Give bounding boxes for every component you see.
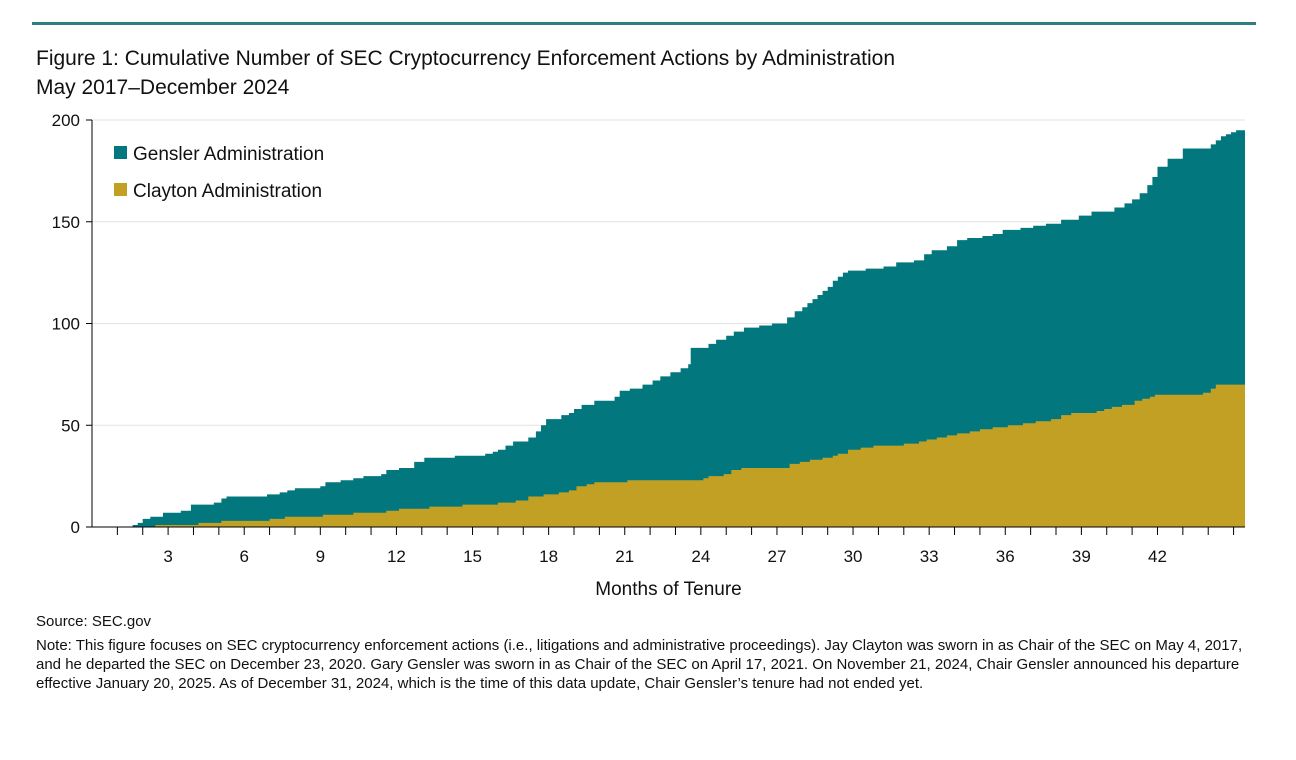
x-tick-label-12: 12	[387, 547, 406, 566]
x-tick-label-39: 39	[1072, 547, 1091, 566]
y-tick-label-200: 200	[52, 111, 80, 130]
x-tick-label-18: 18	[539, 547, 558, 566]
chart-areas	[92, 130, 1245, 527]
legend-swatch-gensler	[114, 146, 127, 159]
x-tick-label-36: 36	[996, 547, 1015, 566]
x-tick-label-27: 27	[767, 547, 786, 566]
x-tick-label-33: 33	[920, 547, 939, 566]
legend-label-clayton: Clayton Administration	[133, 181, 322, 202]
x-tick-label-15: 15	[463, 547, 482, 566]
x-tick-label-3: 3	[163, 547, 172, 566]
x-tick-label-42: 42	[1148, 547, 1167, 566]
legend-label-gensler: Gensler Administration	[133, 144, 324, 165]
x-tick-label-9: 9	[316, 547, 325, 566]
x-tick-label-6: 6	[239, 547, 248, 566]
area-gensler	[92, 130, 1245, 527]
chart-title: Figure 1: Cumulative Number of SEC Crypt…	[36, 47, 896, 70]
x-tick-label-24: 24	[691, 547, 710, 566]
x-tick-label-30: 30	[844, 547, 863, 566]
y-tick-label-0: 0	[71, 518, 80, 537]
legend: Gensler Administration Clayton Administr…	[114, 144, 324, 202]
note-text: Note: This figure focuses on SEC cryptoc…	[36, 637, 1243, 692]
legend-swatch-clayton	[114, 183, 127, 196]
y-tick-label-150: 150	[52, 213, 80, 232]
y-tick-label-100: 100	[52, 315, 80, 334]
top-rule	[32, 22, 1256, 25]
area-clayton	[92, 384, 1245, 527]
source-text: Source: SEC.gov	[36, 613, 152, 630]
x-axis-title: Months of Tenure	[595, 579, 741, 600]
y-tick-label-50: 50	[61, 416, 80, 435]
x-tick-label-21: 21	[615, 547, 634, 566]
chart-subtitle: May 2017–December 2024	[36, 76, 290, 99]
